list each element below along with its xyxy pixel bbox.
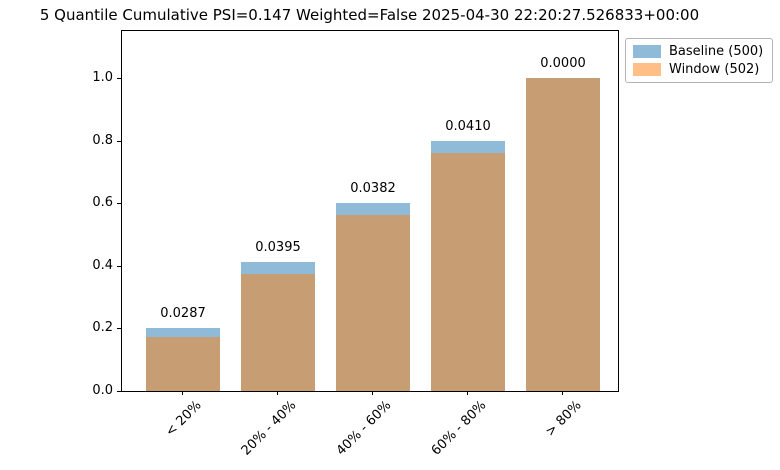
y-axis-tick-label: 0.8 [92,132,113,148]
legend-label-window: Window (502) [669,62,760,77]
y-axis-tick-mark [117,265,121,267]
chart-title: 5 Quantile Cumulative PSI=0.147 Weighted… [39,6,700,24]
bar-annotation: 0.0382 [350,181,396,197]
window-bar [336,215,410,391]
window-swatch-icon [633,63,661,76]
x-axis-tick-mark [182,391,183,395]
window-bar [241,274,315,391]
y-axis-tick-label: 1.0 [92,70,113,85]
y-axis-tick-mark [117,203,121,205]
legend-item-baseline: Baseline (500) [633,44,763,59]
bar-annotation: 0.0287 [160,306,206,322]
x-axis-tick-label: 40% - 60% [333,398,395,459]
bar-annotation: 0.0395 [255,240,301,256]
y-axis-tick-mark [117,328,121,330]
window-bar [431,153,505,391]
y-axis-tick-label: 0.6 [92,195,113,211]
x-axis-tick-mark [372,391,373,395]
y-axis-tick-label: 0.2 [92,320,113,336]
y-axis-tick-label: 0.4 [92,257,113,273]
y-axis-tick-mark [117,78,121,79]
bar-annotation: 0.0410 [445,118,491,134]
x-axis-tick-mark [562,391,563,395]
x-axis-tick-mark [467,391,468,395]
y-axis-tick-mark [117,391,121,392]
y-axis-tick-label: 0.0 [92,383,113,398]
x-axis-tick-mark [277,391,278,395]
legend-item-window: Window (502) [633,62,763,77]
plot-area: 0.0287 0.0395 0.0382 0.0410 0.0000 [121,30,619,392]
x-axis-tick-label: 20% - 40% [238,398,300,459]
baseline-swatch-icon [633,45,661,58]
window-bar [526,78,600,391]
bar-annotation: 0.0000 [540,56,586,71]
x-axis-tick-label: 60% - 80% [428,398,490,459]
y-axis-tick-mark [117,140,121,142]
legend-label-baseline: Baseline (500) [669,44,764,59]
x-axis-tick-label: > 80% [542,398,585,440]
window-bar [146,337,220,391]
legend: Baseline (500) Window (502) [625,38,774,83]
x-axis-tick-label: < 20% [162,398,205,440]
